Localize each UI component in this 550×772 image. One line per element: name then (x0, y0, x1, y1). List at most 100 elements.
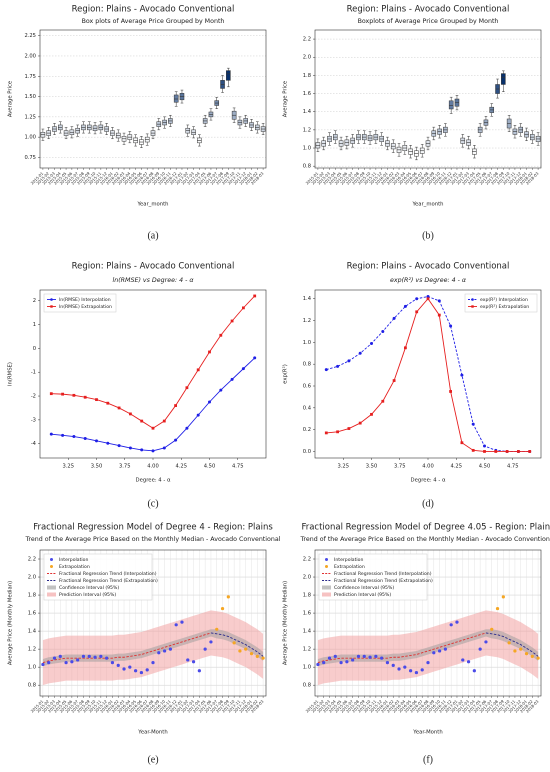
marker (358, 351, 362, 355)
plot-area (315, 290, 541, 458)
marker (83, 395, 87, 399)
legend-label: Fractional Regression Trend (Interpolati… (334, 571, 432, 577)
plot-frame (39, 549, 267, 697)
caption: (a) (147, 230, 158, 241)
marker (483, 450, 486, 453)
marker (72, 393, 76, 397)
y-tick-label: 2.2 (28, 557, 36, 563)
marker (61, 392, 64, 396)
marker (471, 448, 475, 452)
y-tick-label: 0.8 (303, 164, 311, 170)
point (403, 665, 407, 669)
marker (162, 446, 166, 450)
marker (381, 399, 385, 403)
point (519, 647, 523, 651)
marker (483, 444, 486, 448)
point (186, 658, 190, 662)
plot-area (40, 290, 266, 458)
y-tick-label: 2 (33, 298, 36, 304)
legend-swatch (50, 565, 53, 568)
point (351, 658, 355, 662)
point (226, 595, 230, 599)
marker (72, 435, 76, 439)
y-tick-label: 1.2 (28, 647, 36, 653)
marker (381, 329, 385, 333)
marker (117, 444, 121, 448)
y-tick-label: 0.2 (303, 427, 311, 433)
marker (219, 333, 223, 337)
point (174, 623, 178, 627)
x-tick-label: 4.50 (479, 464, 491, 470)
panel: Region: Plains - Avocado Conventional ln(… (8, 262, 267, 509)
marker (242, 306, 245, 310)
x-tick-label: 4.25 (450, 464, 462, 470)
y-tick-label: -1 (31, 370, 36, 376)
chart-title: Boxplots of Average Price Grouped by Mon… (358, 18, 499, 25)
marker (336, 430, 339, 434)
trend-line (42, 632, 212, 664)
x-tick-label: 4.50 (204, 464, 216, 470)
legend-swatch (47, 585, 56, 590)
point (151, 661, 155, 665)
marker (415, 310, 419, 314)
trend-line (317, 632, 487, 664)
legend-swatch (322, 592, 331, 597)
legend-swatch (325, 565, 328, 568)
y-tick-label: 2.2 (303, 37, 311, 43)
marker (392, 316, 396, 320)
y-tick-label: 1.0 (303, 665, 311, 671)
marker (253, 356, 257, 360)
y-tick-label: -3 (31, 417, 36, 423)
legend-label: Confidence Interval (95%) (59, 585, 119, 591)
marker (517, 450, 520, 453)
y-tick-label: 1.4 (303, 629, 312, 635)
marker (347, 427, 351, 430)
suptitle: Region: Plains - Avocado Conventional (347, 262, 510, 272)
legend-label: exp(R²) Interpolation (480, 297, 528, 303)
legend-label: Prediction Interval (95%) (334, 592, 391, 598)
y-tick-label: 2.0 (28, 575, 36, 581)
legend-label: Extrapolation (334, 564, 365, 570)
legend-label: Extrapolation (59, 564, 90, 570)
suptitle: Fractional Regression Model of Degree 4.… (301, 523, 550, 533)
x-tick-label: 3.50 (366, 464, 378, 470)
marker (128, 446, 132, 450)
marker (528, 450, 532, 453)
marker (151, 426, 155, 430)
point (191, 660, 196, 664)
interval-band (317, 629, 539, 667)
point (110, 661, 115, 665)
point (490, 627, 494, 631)
marker (505, 450, 509, 453)
y-tick-label: 1.2 (303, 127, 311, 133)
marker (106, 441, 110, 445)
box (501, 73, 506, 85)
y-axis-label: exp(R²) (282, 364, 289, 384)
point (414, 670, 419, 675)
x-axis-label: Degree: 4 - α (411, 478, 446, 484)
y-tick-label: 2.0 (303, 55, 311, 61)
point (316, 662, 320, 667)
plot-frame (39, 29, 267, 169)
y-axis-label: Average Price (8, 81, 14, 117)
chart-title: Trend of the Average Price Based on the … (25, 536, 281, 543)
y-tick-label: 1.4 (28, 629, 37, 635)
marker (471, 422, 475, 426)
chart-title: exp(R²) vs Degree: 4 - α (390, 277, 467, 284)
marker (241, 367, 245, 371)
x-tick-label: 4.75 (507, 464, 519, 470)
x-axis-label: Year-Month (412, 730, 442, 736)
marker (494, 450, 498, 453)
point (524, 652, 529, 656)
point (426, 661, 430, 665)
marker (403, 304, 407, 308)
point (76, 658, 80, 662)
point (449, 623, 453, 627)
marker (140, 419, 144, 423)
y-tick-label: 1.25 (24, 114, 36, 120)
point (362, 654, 366, 658)
marker (106, 401, 110, 405)
legend-label: Confidence Interval (95%) (334, 585, 394, 591)
suptitle: Region: Plains - Avocado Conventional (72, 262, 235, 272)
marker (185, 426, 189, 430)
